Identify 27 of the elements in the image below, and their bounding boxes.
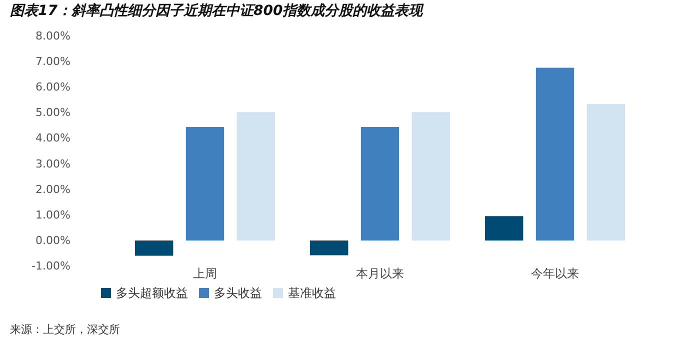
y-tick-label: 7.00% (36, 55, 70, 68)
source-note: 来源：上交所，深交所 (10, 323, 120, 336)
bar (310, 240, 348, 256)
y-tick-label: 0.00% (36, 234, 70, 247)
y-tick-label: 8.00% (36, 30, 70, 42)
y-tick-label: 4.00% (36, 132, 70, 145)
x-tick-label: 上周 (193, 266, 217, 280)
bar (586, 104, 625, 240)
y-tick-label: 5.00% (36, 106, 70, 120)
legend-label: 基准收益 (288, 286, 336, 300)
x-tick-label: 今年以来 (531, 266, 579, 280)
bar (135, 240, 174, 256)
y-tick-label: 3.00% (36, 157, 70, 170)
y-tick-label: 1.00% (36, 208, 70, 222)
bar (186, 126, 224, 240)
legend-label: 多头超额收益 (116, 286, 188, 300)
x-tick-label: 本月以来 (356, 266, 404, 280)
bar (360, 126, 400, 240)
bar (236, 112, 275, 240)
y-tick-label: 6.00% (36, 80, 70, 94)
legend-label: 多头收益 (214, 286, 262, 300)
bar (536, 68, 574, 240)
y-tick-label: 2.00% (36, 182, 70, 196)
y-tick-label: -1.00% (32, 260, 70, 272)
bar (412, 112, 450, 240)
bar (485, 216, 524, 240)
chart-title: 图表17：斜率凸性细分因子近期在中证800指数成分股的收益表现 (10, 2, 425, 19)
